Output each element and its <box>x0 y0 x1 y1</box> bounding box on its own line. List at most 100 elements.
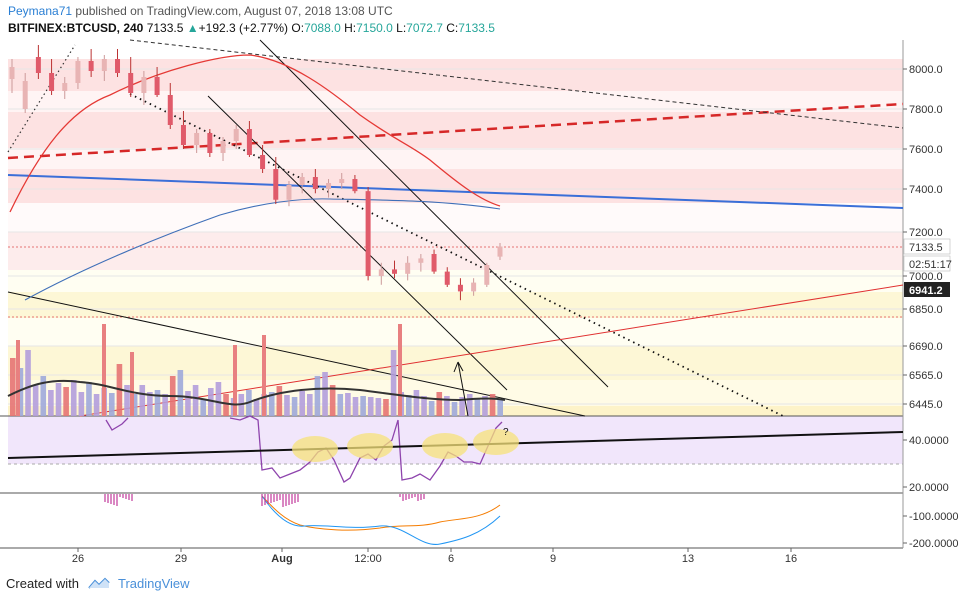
candle <box>220 137 226 161</box>
volume-bar <box>322 372 328 416</box>
volume-bar <box>253 399 260 416</box>
volume-bar <box>345 393 351 416</box>
volume-bar <box>131 394 138 416</box>
price-label-price: 7133.5 <box>909 242 943 254</box>
volume-bar <box>185 391 191 416</box>
volume-bar <box>154 390 161 416</box>
candle <box>444 267 450 287</box>
black-dashed-trendline <box>129 39 904 129</box>
published-text: published on TradingView.com, August 07,… <box>75 4 393 18</box>
volume-bar <box>147 392 153 416</box>
arrow-annotation <box>457 361 469 417</box>
price-band <box>8 270 903 292</box>
candle <box>299 173 305 194</box>
time-axis-label: 9 <box>550 553 556 565</box>
candle <box>431 249 437 274</box>
price-label-dark: 6941.2 <box>909 285 943 297</box>
price-axis-label: 6445.0 <box>909 399 943 411</box>
candle <box>88 49 94 77</box>
candle-body <box>484 265 490 285</box>
price-band <box>8 318 903 346</box>
price-label-timer: 02:51:17 <box>909 259 952 271</box>
candle-body <box>62 83 68 91</box>
volume-bar <box>48 390 54 416</box>
blue-trendline <box>7 174 904 209</box>
time-axis-label: 16 <box>785 553 797 565</box>
volume-bar <box>284 395 290 416</box>
red-dashed-trendline <box>7 102 904 160</box>
high-value: 7150.0 <box>356 21 393 35</box>
close-value: 7133.5 <box>458 21 495 35</box>
candle-body <box>405 262 411 274</box>
candle <box>101 55 107 81</box>
candle-body <box>378 269 384 276</box>
candle <box>115 49 121 77</box>
volume-bar <box>192 385 199 416</box>
price-band <box>8 292 903 318</box>
price-change: +192.3 (+2.77%) <box>198 21 289 35</box>
candle-body <box>180 125 186 145</box>
candle-body <box>365 191 371 276</box>
candle-body <box>471 282 477 292</box>
rsi-axis-label: 20.0000 <box>909 482 949 494</box>
candle <box>49 59 55 95</box>
candle <box>418 254 424 272</box>
ma-red <box>9 54 501 213</box>
volume-bar <box>466 394 473 416</box>
price-axis-label: 6565.0 <box>909 370 943 382</box>
price-band <box>8 169 903 203</box>
time-axis-label: 26 <box>72 553 84 565</box>
volume-bar <box>299 391 305 416</box>
candle-body <box>326 183 332 189</box>
tradingview-brand[interactable]: TradingView <box>118 576 190 591</box>
macd-axis-label: -100.0000 <box>909 511 959 523</box>
volume-bar <box>208 388 214 416</box>
candle <box>167 83 173 129</box>
volume-bar <box>177 370 184 416</box>
symbol-name[interactable]: BITFINEX:BTCUSD, 240 <box>8 21 144 35</box>
price-label-box <box>904 282 950 297</box>
price-axis-label: 6690.0 <box>909 341 943 353</box>
volume-bar <box>268 392 275 416</box>
candle-body <box>115 59 121 73</box>
candle <box>352 175 358 194</box>
rsi-highlight-ellipse <box>422 433 468 459</box>
volume-ma <box>7 379 506 406</box>
candle <box>365 187 371 281</box>
change-arrow-icon: ▲ <box>186 21 199 35</box>
black-descending-line <box>7 291 586 417</box>
author-link[interactable]: Peymana71 <box>8 4 73 18</box>
price-band <box>8 203 903 232</box>
candle <box>286 181 292 207</box>
arrow-annotation-head <box>453 361 464 373</box>
channel-upper-line <box>259 39 609 388</box>
candle <box>180 111 186 149</box>
price-axis-label: 6850.0 <box>909 304 943 316</box>
macd-signal-line <box>261 495 501 531</box>
volume-bar <box>459 397 465 416</box>
volume-bar <box>390 350 397 416</box>
candle <box>273 157 279 205</box>
last-price: 7133.5 <box>146 21 184 35</box>
time-axis-label: 6 <box>448 553 454 565</box>
candle <box>405 256 411 281</box>
candle-body <box>444 271 450 285</box>
time-axis-label: 13 <box>682 553 694 565</box>
dotted-trendline-main <box>129 93 784 417</box>
high-label: H: <box>344 21 357 35</box>
candle <box>391 260 397 279</box>
macd-line <box>261 495 501 545</box>
volume-bar <box>367 397 374 416</box>
candle-body <box>207 133 213 153</box>
candle <box>457 278 463 301</box>
candle <box>326 179 332 198</box>
price-band <box>8 346 903 380</box>
close-label: C: <box>446 21 459 35</box>
candle-body <box>101 59 107 71</box>
candle-body <box>299 177 305 185</box>
volume-bar <box>16 340 20 416</box>
volume-bar <box>200 399 206 416</box>
volume-bar <box>78 392 85 416</box>
candle <box>312 169 318 194</box>
